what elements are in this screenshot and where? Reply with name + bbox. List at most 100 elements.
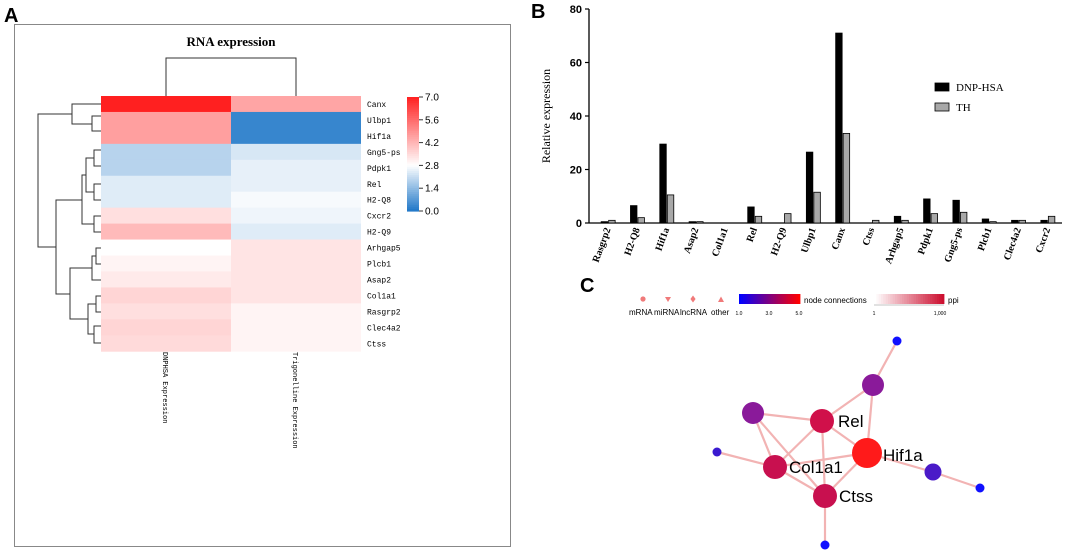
colorbar-segment bbox=[407, 127, 419, 130]
bar-category-label: Gng5-ps bbox=[943, 226, 966, 264]
bar-category-label: Canx bbox=[830, 226, 848, 251]
colorbar-tick-label: 1.4 bbox=[425, 184, 439, 195]
network-graph: Hif1a Rel Col1a1 Ctss bbox=[712, 336, 985, 550]
legend-diamond-icon bbox=[690, 295, 696, 303]
heatmap-cell bbox=[231, 287, 361, 304]
network-node bbox=[763, 455, 787, 479]
node-connections-gradient-segment bbox=[739, 294, 742, 304]
heatmap-cell bbox=[231, 335, 361, 352]
colorbar-segment bbox=[407, 193, 419, 197]
network-node bbox=[892, 336, 902, 346]
colorbar-segment bbox=[407, 159, 419, 163]
heatmap-cell bbox=[101, 303, 231, 320]
network-node-label: Col1a1 bbox=[789, 458, 843, 477]
bar-legend: DNP-HSA TH bbox=[934, 82, 1004, 114]
ppi-gradient-segment bbox=[934, 294, 938, 304]
bar-y-tick-label: 60 bbox=[570, 58, 582, 70]
node-connections-gradient-segment bbox=[763, 294, 766, 304]
network-node bbox=[975, 483, 985, 493]
node-connections-gradient-segment bbox=[751, 294, 754, 304]
bar-category-label: Clec4a2 bbox=[1002, 226, 1024, 262]
network-node bbox=[924, 463, 942, 481]
bar-category-label: Asap2 bbox=[682, 226, 701, 255]
bar-category-label: Cxcr2 bbox=[1034, 226, 1053, 254]
ppi-gradient-segment bbox=[909, 294, 912, 304]
heatmap-cell bbox=[231, 127, 361, 145]
network-node bbox=[813, 484, 837, 508]
heatmap-cell bbox=[101, 319, 231, 336]
row-dendrogram-branch bbox=[37, 113, 72, 248]
heatmap-cell bbox=[101, 96, 231, 113]
colorbar-segment bbox=[407, 171, 419, 174]
colorbar-segment bbox=[407, 173, 419, 176]
node-connections-gradient-segment bbox=[793, 294, 797, 304]
ppi-gradient-segment bbox=[899, 294, 903, 304]
bar bbox=[989, 221, 997, 224]
heatmap-cell bbox=[101, 271, 231, 288]
heatmap-cell bbox=[231, 239, 361, 256]
node-connections-gradient-segment bbox=[757, 294, 760, 304]
heatmap-cell bbox=[231, 303, 361, 320]
bar bbox=[923, 198, 931, 224]
bar-category-label: Arhgap5 bbox=[883, 226, 906, 265]
network-edge bbox=[820, 420, 827, 497]
row-dendrogram-branch bbox=[71, 103, 101, 125]
bar-y-tick-label: 40 bbox=[570, 111, 582, 123]
node-connections-gradient-segment bbox=[745, 294, 748, 304]
node-connections-gradient-segment bbox=[779, 294, 783, 304]
heatmap-cell bbox=[101, 143, 231, 161]
heatmap-row-label: Plcb1 bbox=[367, 261, 391, 270]
bar bbox=[893, 215, 902, 224]
legend-triangle-up-icon bbox=[718, 296, 724, 302]
heatmap-colorbar: 7.0 5.6 4.2 2.8 1.4 0.0 bbox=[407, 93, 439, 218]
ppi-gradient-segment bbox=[911, 294, 915, 304]
bar-category-label: Ctss bbox=[861, 226, 878, 247]
network-node-label: Rel bbox=[838, 412, 864, 431]
colorbar-segment bbox=[407, 157, 419, 161]
colorbar-segment bbox=[407, 144, 419, 147]
bar bbox=[981, 218, 990, 224]
bar bbox=[952, 199, 960, 224]
colorbar-segment bbox=[407, 155, 419, 159]
node-connections-gradient-segment bbox=[743, 294, 746, 304]
ppi-gradient-segment bbox=[904, 294, 908, 304]
colorbar-segment bbox=[407, 182, 419, 185]
bar bbox=[608, 219, 616, 224]
bar bbox=[930, 213, 938, 224]
panel-letter-c: C bbox=[580, 275, 594, 297]
bar bbox=[600, 221, 609, 224]
heatmap-cell bbox=[231, 223, 361, 241]
network-node bbox=[820, 540, 830, 550]
heatmap-row-label: Asap2 bbox=[367, 276, 391, 285]
network-node bbox=[810, 409, 834, 433]
legend-triangle-down-icon bbox=[665, 297, 671, 302]
node-connections-gradient-segment bbox=[755, 294, 758, 304]
heatmap-cell bbox=[231, 191, 361, 209]
bar-category-label: H2-Q9 bbox=[769, 226, 789, 257]
ppi-gradient-segment bbox=[874, 294, 877, 304]
bar bbox=[754, 215, 763, 224]
colorbar-segment bbox=[407, 207, 419, 210]
node-connections-label: node connections bbox=[804, 296, 867, 305]
heatmap-row-label: H2-Q9 bbox=[367, 229, 391, 238]
row-dendrogram-branch bbox=[69, 267, 92, 320]
legend-circle-icon bbox=[640, 296, 646, 302]
bar-category-label: H2-Q8 bbox=[623, 226, 643, 257]
legend-shape-label: miRNA bbox=[654, 308, 680, 317]
colorbar-segment bbox=[407, 121, 419, 125]
colorbar-segment bbox=[407, 148, 419, 151]
heatmap-dendrogram bbox=[37, 57, 297, 344]
colorbar-tick-label: 4.2 bbox=[425, 138, 439, 149]
heatmap-cell bbox=[231, 111, 361, 129]
row-dendrogram-branch bbox=[95, 295, 101, 313]
heatmap-row-label: H2-Q8 bbox=[367, 197, 391, 206]
bar-y-tick-label: 0 bbox=[576, 218, 582, 230]
colorbar-segment bbox=[407, 174, 419, 178]
heatmap-cell bbox=[101, 335, 231, 352]
colorbar-segment bbox=[407, 176, 419, 180]
bar-y-tick-label: 80 bbox=[570, 4, 582, 16]
bar-chart: 0 20 40 60 80 Rasgrp2 H2-Q8 Hif1a Asap2 Col1a1 Rel… bbox=[570, 4, 1062, 266]
heatmap-row-label: Rasgrp2 bbox=[367, 308, 401, 317]
heatmap-row-label: Cxcr2 bbox=[367, 213, 391, 222]
node-connections-gradient-segment bbox=[765, 294, 768, 304]
